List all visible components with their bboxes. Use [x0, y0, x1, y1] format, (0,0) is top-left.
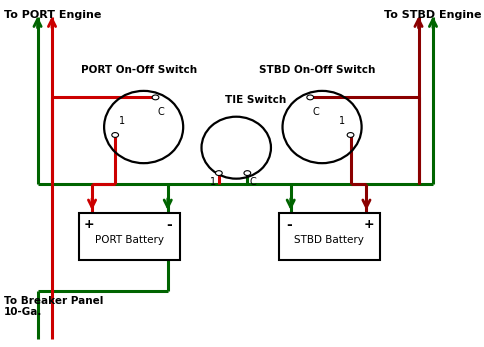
Text: STBD Battery: STBD Battery — [294, 235, 363, 245]
Circle shape — [152, 95, 159, 100]
Text: 1: 1 — [338, 116, 344, 126]
Text: PORT Battery: PORT Battery — [94, 235, 163, 245]
Text: +: + — [363, 218, 374, 231]
Bar — [278, 213, 379, 260]
Text: To STBD Engine: To STBD Engine — [383, 10, 480, 20]
Text: To Breaker Panel
10-Ga.: To Breaker Panel 10-Ga. — [4, 296, 103, 317]
Text: To PORT Engine: To PORT Engine — [4, 10, 101, 20]
Text: C: C — [312, 107, 318, 117]
Text: PORT On-Off Switch: PORT On-Off Switch — [81, 65, 197, 75]
Circle shape — [215, 171, 222, 176]
Text: STBD On-Off Switch: STBD On-Off Switch — [258, 65, 375, 75]
Text: TIE Switch: TIE Switch — [225, 95, 286, 105]
Text: 1: 1 — [119, 116, 125, 126]
Circle shape — [306, 95, 313, 100]
Text: C: C — [158, 107, 165, 117]
Text: +: + — [84, 218, 94, 231]
Circle shape — [243, 171, 250, 176]
Text: 1: 1 — [210, 177, 216, 187]
Text: -: - — [166, 218, 172, 232]
Bar — [78, 213, 180, 260]
Circle shape — [112, 133, 118, 137]
Text: C: C — [249, 177, 256, 187]
Circle shape — [347, 133, 353, 137]
Text: -: - — [286, 218, 291, 232]
